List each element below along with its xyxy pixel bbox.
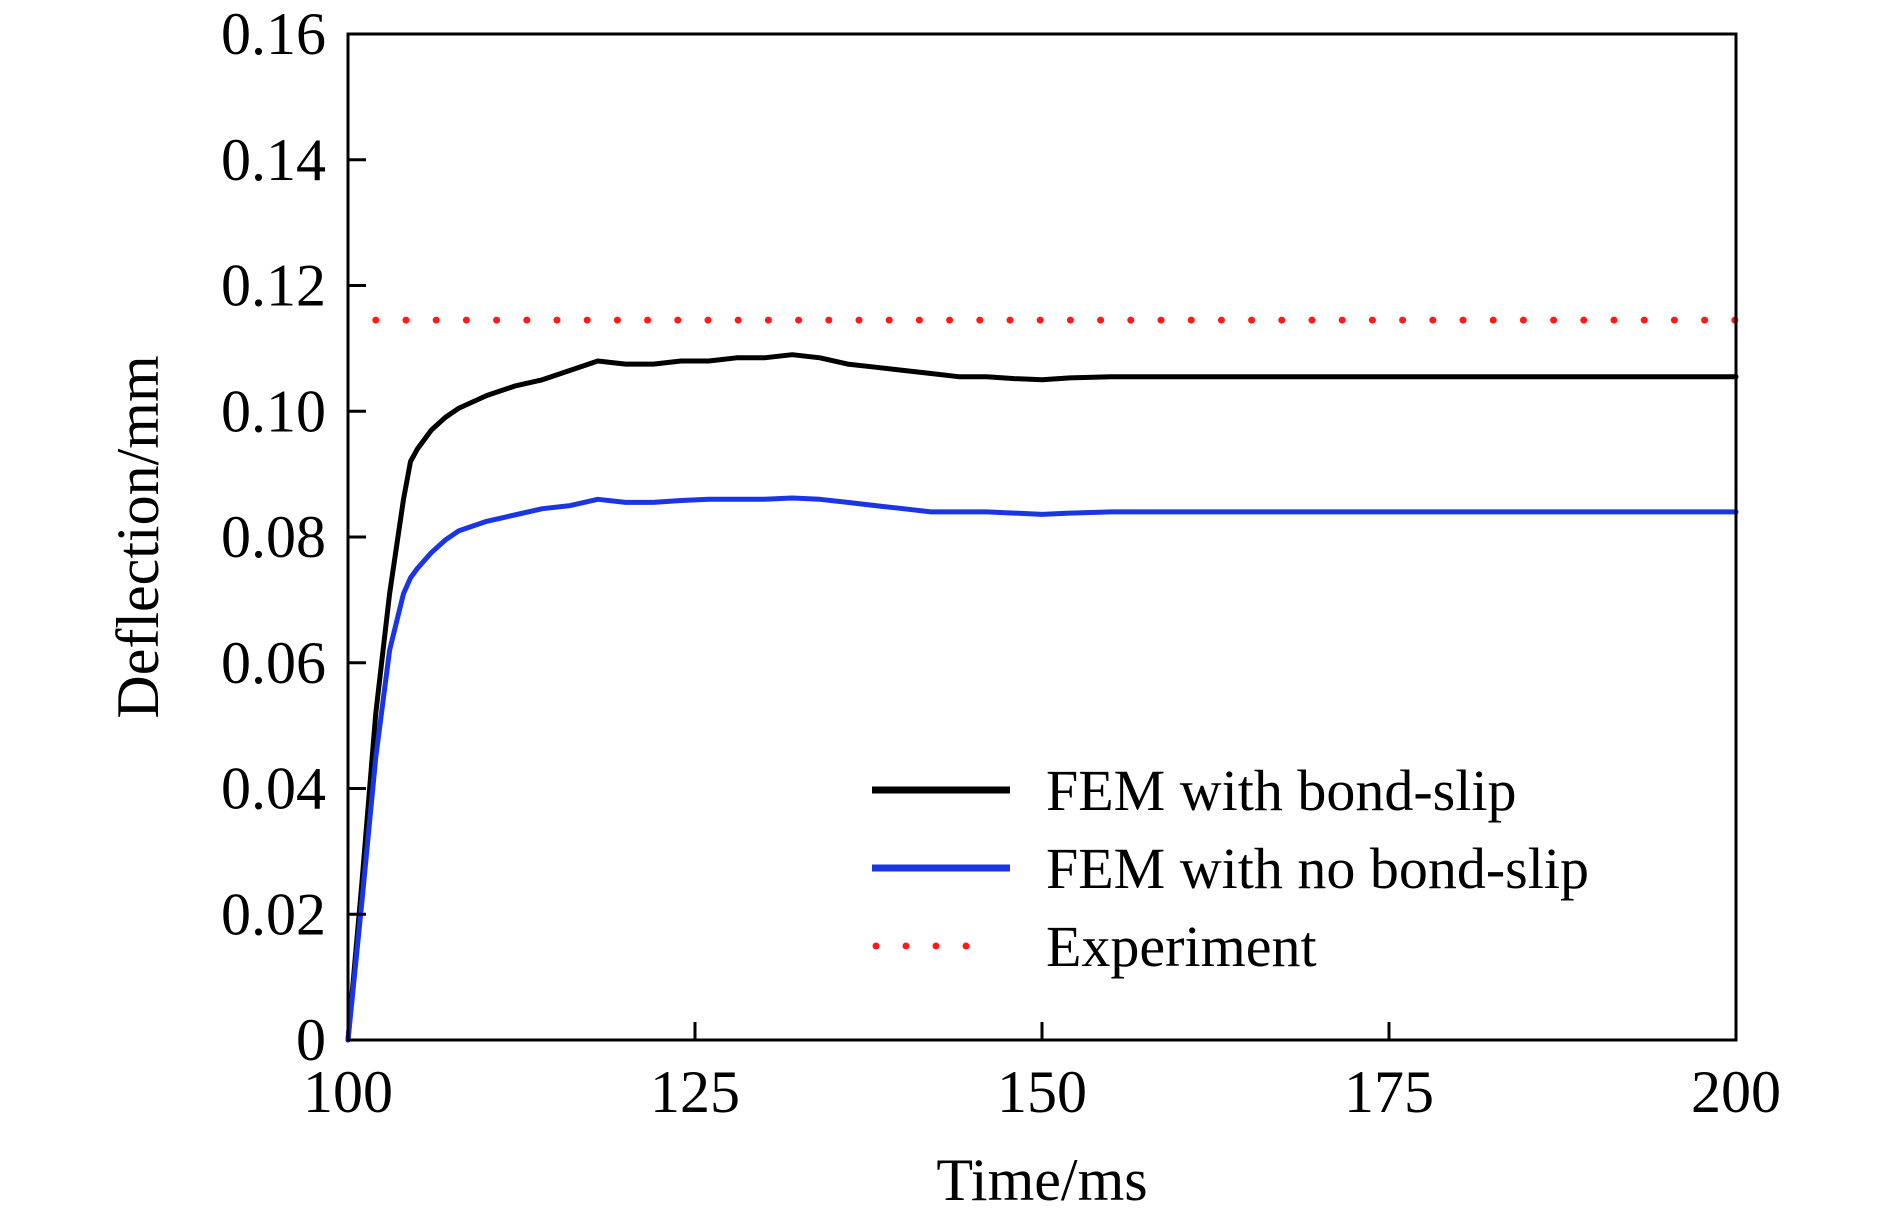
x-tick-label: 100 bbox=[303, 1059, 393, 1125]
y-tick-label: 0.08 bbox=[221, 504, 326, 570]
x-tick-label: 150 bbox=[997, 1059, 1087, 1125]
x-tick-label: 125 bbox=[650, 1059, 740, 1125]
plot-frame bbox=[346, 32, 1738, 1042]
y-tick-label: 0.12 bbox=[221, 253, 326, 319]
plot-area bbox=[345, 316, 1740, 1043]
y-tick-label: 0.04 bbox=[221, 756, 326, 822]
x-tick-label: 175 bbox=[1344, 1059, 1434, 1125]
y-tick-label: 0.14 bbox=[221, 127, 326, 193]
y-tick-label: 0.06 bbox=[221, 630, 326, 696]
x-axis: 100 125 150 175 200 bbox=[303, 1022, 1781, 1125]
y-axis-title: Deflection/mm bbox=[105, 355, 171, 718]
legend-label-0: FEM with bond-slip bbox=[1046, 758, 1517, 823]
series-line-0 bbox=[345, 352, 1739, 1043]
y-tick-label: 0 bbox=[296, 1007, 326, 1073]
x-axis-title: Time/ms bbox=[936, 1147, 1147, 1213]
x-tick-label: 200 bbox=[1691, 1059, 1781, 1125]
legend: FEM with bond-slip FEM with no bond-slip E… bbox=[872, 758, 1589, 979]
y-tick-label: 0.16 bbox=[221, 1, 326, 67]
y-tick-label: 0.02 bbox=[221, 881, 326, 947]
y-tick-label: 0.10 bbox=[221, 378, 326, 444]
legend-label-1: FEM with no bond-slip bbox=[1046, 836, 1589, 901]
y-axis: 0 0.02 0.04 0.06 0.08 0.10 0.12 0.14 0.16 bbox=[221, 1, 366, 1073]
legend-label-2: Experiment bbox=[1046, 914, 1317, 979]
series-line-1 bbox=[345, 495, 1739, 1043]
